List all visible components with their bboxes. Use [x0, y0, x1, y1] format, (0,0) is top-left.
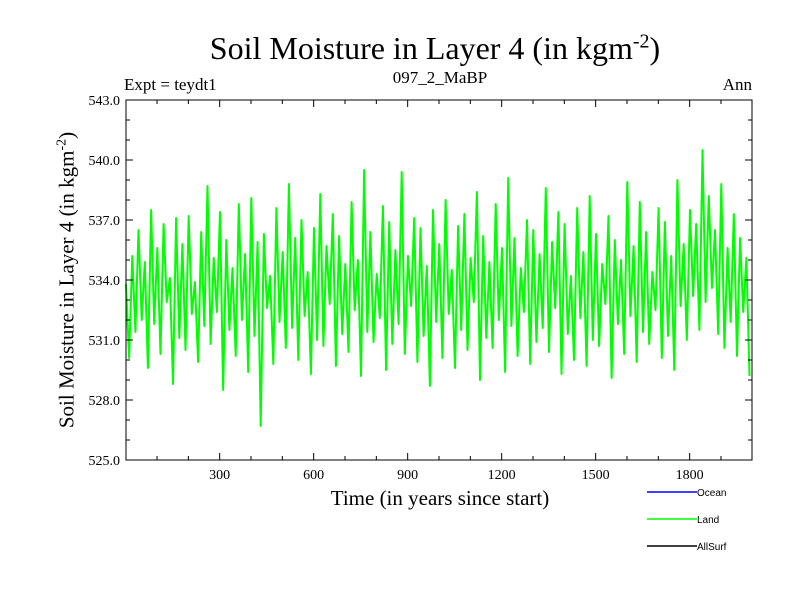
period-label: 097_2_MaBP	[392, 68, 488, 87]
chart-title: Soil Moisture in Layer 4 (in kgm-2)	[209, 30, 661, 66]
legend-label-ocean: Ocean	[697, 488, 726, 499]
y-tick-label: 543.0	[89, 94, 121, 109]
y-tick-label: 528.0	[89, 394, 121, 409]
y-tick-label: 534.0	[89, 274, 121, 289]
x-tick-label: 600	[303, 468, 324, 483]
legend-label-allsurf: AllSurf	[697, 542, 727, 553]
legend: Ocean Land AllSurf	[647, 488, 727, 553]
experiment-label: Expt = teydt1	[124, 75, 217, 94]
land-series-group	[125, 149, 751, 427]
x-tick-label: 1800	[676, 468, 704, 483]
x-tick-label: 1500	[582, 468, 610, 483]
x-tick-label: 1200	[488, 468, 516, 483]
x-axis-label: Time (in years since start)	[330, 486, 550, 510]
y-tick-label: 540.0	[89, 154, 121, 169]
series-line-land	[125, 149, 751, 427]
x-tick-label: 900	[397, 468, 418, 483]
axis-ticks: 300 600 900 1200 1500 1800 525.0 528.0 531.0 534.…	[89, 94, 752, 483]
season-label: Ann	[722, 75, 752, 94]
y-tick-label: 525.0	[89, 454, 121, 469]
x-tick-label: 300	[209, 468, 230, 483]
plot-frame	[125, 99, 753, 461]
legend-label-land: Land	[697, 515, 719, 526]
y-tick-label: 537.0	[89, 214, 121, 229]
y-tick-label: 531.0	[89, 334, 121, 349]
y-axis-label: Soil Moisture in Layer 4 (in kgm-2)	[54, 131, 79, 429]
